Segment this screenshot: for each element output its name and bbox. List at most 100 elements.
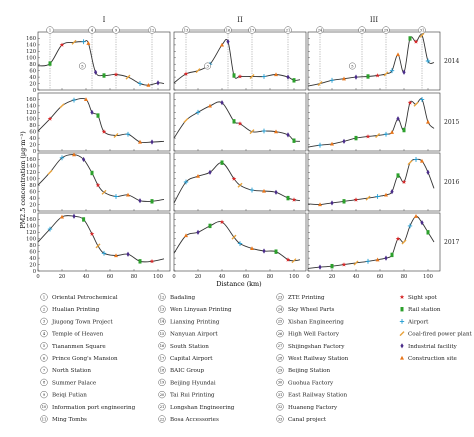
y-tick-label: 140 — [26, 43, 36, 49]
panels-grid: 0204060801001201401600204060801001201401… — [26, 16, 459, 280]
y-tick-label: 100 — [26, 177, 36, 183]
route-header-II: II 13 16 17 21 3 — [182, 16, 292, 70]
route-stop-number: 4 — [91, 28, 94, 32]
legend-site-label: Temple of Heaven — [52, 332, 104, 338]
legend-site-number: 14 — [160, 320, 165, 324]
industrial-marker — [286, 74, 290, 80]
pm25-curve — [173, 162, 301, 204]
rail-station-marker — [232, 73, 236, 78]
y-tick-label: 0 — [33, 149, 36, 155]
power-plant-marker — [183, 117, 189, 123]
y-tick-label: 0 — [33, 209, 36, 215]
panel-II-2017: 0 20 40 60 80 100 — [172, 212, 307, 280]
route-stop-number: 13 — [184, 28, 189, 32]
x-tick-label: 0 — [306, 274, 309, 280]
x-tick-label: 100 — [423, 274, 433, 280]
rail-station-marker — [396, 173, 400, 178]
y-tick-label: 80 — [29, 243, 36, 249]
legend-site-number: 27 — [278, 344, 283, 348]
pm25-curve — [173, 39, 301, 84]
year-label: 2014 — [444, 58, 459, 65]
legend-site-number: 12 — [160, 295, 165, 299]
legend-site-item: 33 Canal project — [276, 415, 327, 423]
pm25-curve — [307, 215, 435, 269]
route-header-III: III 24 26 29 31 5 — [316, 16, 426, 70]
panel-III-2016: 2016 — [307, 152, 459, 212]
legend-site-number: 6 — [43, 356, 46, 360]
x-tick-label: 100 — [289, 274, 299, 280]
rail-station-marker — [342, 199, 346, 204]
panel-II-2014 — [173, 31, 307, 91]
power-plant-marker — [47, 169, 53, 175]
year-label: 2017 — [444, 239, 459, 246]
legend-site-item: 10 Information port engineering — [40, 403, 136, 411]
power-plant-marker — [237, 182, 243, 188]
airport-marker — [425, 58, 431, 64]
x-tick-label: 60 — [107, 274, 114, 280]
power-plant-marker — [59, 103, 65, 109]
y-tick-label: 0 — [33, 88, 36, 94]
legend-site-number: 5 — [43, 344, 46, 348]
power-plant-marker — [95, 243, 101, 249]
sub-stop-number: 5 — [81, 64, 84, 68]
legend-site-circle — [158, 366, 166, 374]
legend-site-number: 19 — [160, 381, 165, 385]
legend-site-circle — [40, 293, 48, 301]
sight-spot-marker — [59, 42, 65, 47]
rail-station-marker — [138, 259, 142, 264]
rail-station-marker — [208, 223, 212, 229]
route-stop-circle — [382, 26, 390, 34]
legend-site-circle — [158, 330, 166, 338]
legend-site-label: Tiananmen Square — [52, 344, 106, 350]
panel-frame — [173, 31, 307, 91]
industrial-marker — [342, 138, 346, 144]
airport-marker — [125, 131, 131, 137]
legend-site-label: Capital Airport — [170, 356, 213, 362]
sight-spot-marker — [149, 258, 155, 264]
y-axis-label: PM2.5 concentration (μg·m⁻³) — [19, 131, 27, 228]
legend-site-item: 23 ZTE Printing — [276, 293, 325, 301]
legend-symbol-label: Industrial facility — [408, 344, 458, 350]
legend-site-label: West Railway Station — [288, 356, 349, 362]
legend-site-label: Tai Rui Printing — [170, 393, 215, 399]
legend-site-item: 24 Sky Wheel Parts — [276, 305, 334, 313]
y-tick-label: 120 — [26, 230, 36, 236]
construction-marker — [250, 246, 254, 251]
industrial-marker — [90, 109, 94, 115]
sight-spot-marker — [231, 176, 237, 181]
y-tick-label: 120 — [26, 170, 36, 176]
construction-marker — [330, 141, 334, 146]
legend-site-item: 19 Beijing Hyundai — [158, 378, 216, 386]
legend-site-item: 9 Beiqi Futian — [40, 391, 87, 399]
legend-site-number: 16 — [160, 344, 165, 348]
legend-site-circle — [276, 317, 284, 326]
legend-site-item: 14 Lianxing Printing — [158, 317, 220, 326]
x-tick-label: 40 — [83, 274, 90, 280]
construction-marker — [126, 192, 130, 197]
rail-station-marker — [408, 36, 412, 41]
legend-site-item: 22 Bosa Accessories — [158, 415, 219, 423]
legend-site-circle — [276, 391, 284, 399]
legend-site-circle — [158, 391, 166, 399]
construction-marker — [274, 72, 278, 77]
legend-site-circle — [158, 317, 166, 326]
legend-site-circle — [40, 354, 48, 362]
panel-frame — [307, 152, 441, 212]
y-tick-label: 20 — [29, 262, 36, 268]
legend-site-circle — [276, 342, 284, 350]
year-label: 2016 — [444, 179, 459, 186]
sight-spot-marker — [219, 219, 225, 224]
legend-site-label: High Well Factory — [288, 332, 340, 338]
construction-marker — [72, 152, 76, 157]
legend-site-label: Canal project — [288, 417, 327, 423]
x-axis-label: Distance (km) — [216, 280, 261, 288]
construction-marker — [390, 130, 394, 134]
legend-site-circle — [158, 403, 166, 411]
sight-spot-marker — [353, 197, 359, 202]
power-plant-marker — [195, 68, 201, 74]
industrial-marker — [426, 169, 430, 175]
legend-site-number: 33 — [278, 417, 283, 421]
construction-marker — [262, 188, 266, 193]
construction-marker — [138, 139, 142, 144]
